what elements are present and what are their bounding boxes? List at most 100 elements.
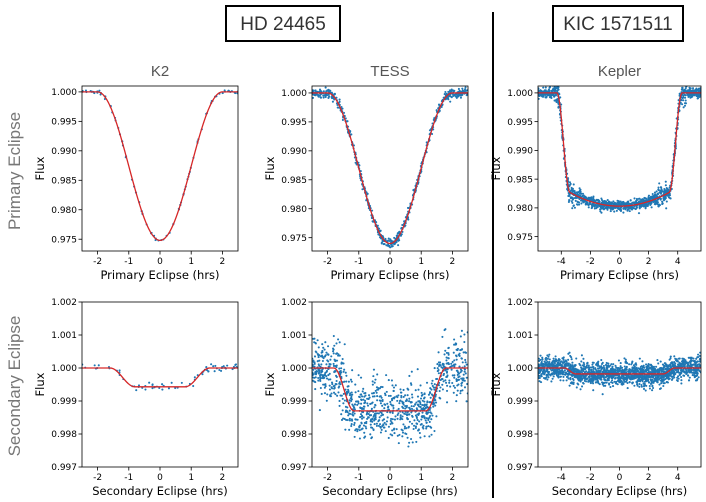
- data-point: [377, 424, 380, 427]
- data-point: [408, 441, 411, 444]
- data-point: [658, 182, 661, 185]
- data-point: [640, 383, 643, 387]
- data-point: [561, 369, 564, 372]
- data-point: [628, 210, 631, 213]
- data-point: [453, 386, 457, 389]
- data-point: [426, 405, 429, 408]
- data-point: [591, 378, 594, 381]
- data-point: [640, 376, 643, 379]
- data-point: [456, 384, 459, 387]
- data-point: [338, 382, 341, 385]
- data-point: [622, 369, 625, 372]
- data-point: [379, 426, 382, 429]
- data-point: [344, 428, 347, 431]
- data-point: [463, 365, 466, 368]
- data-point: [330, 381, 334, 384]
- data-point: [382, 243, 385, 246]
- data-point: [318, 370, 321, 373]
- data-point: [389, 433, 392, 436]
- data-point: [393, 242, 396, 245]
- data-point: [606, 366, 609, 369]
- data-point: [664, 184, 667, 187]
- x-tick-label: -2: [586, 257, 595, 267]
- panel-title: K2: [151, 63, 169, 80]
- data-point: [391, 429, 394, 432]
- data-point: [665, 207, 668, 210]
- data-point: [353, 408, 356, 411]
- data-point: [370, 426, 373, 429]
- x-axis-label: Primary Eclipse (hrs): [100, 268, 219, 282]
- data-point: [411, 396, 414, 399]
- y-tick-label: 0.990: [281, 147, 307, 157]
- data-point: [683, 93, 686, 96]
- data-point: [450, 89, 453, 92]
- data-point: [597, 198, 600, 201]
- data-point: [540, 94, 543, 97]
- data-point: [576, 368, 579, 371]
- y-tick-label: 1.002: [281, 298, 307, 308]
- data-point: [402, 395, 405, 398]
- x-tick-label: 4: [675, 257, 681, 267]
- data-point: [439, 397, 442, 400]
- data-point: [548, 89, 551, 92]
- data-point: [602, 207, 605, 210]
- data-point: [366, 402, 369, 405]
- data-point: [378, 395, 381, 398]
- data-point: [669, 365, 672, 368]
- data-point: [602, 364, 605, 367]
- data-point: [384, 430, 387, 433]
- data-point: [635, 197, 638, 201]
- data-point: [591, 371, 594, 374]
- x-tick-label: 2: [220, 257, 226, 267]
- data-point: [361, 390, 364, 393]
- data-point: [564, 360, 568, 363]
- y-tick-label: 1.002: [51, 298, 77, 308]
- data-point: [544, 363, 547, 366]
- data-point: [592, 367, 595, 370]
- data-point: [698, 360, 701, 363]
- data-point: [579, 388, 582, 391]
- data-point: [351, 411, 354, 414]
- data-point: [430, 382, 433, 385]
- data-point: [319, 378, 322, 381]
- data-point: [688, 379, 691, 382]
- data-point: [425, 403, 428, 406]
- data-point: [604, 384, 607, 387]
- data-point: [351, 413, 354, 416]
- data-point: [609, 210, 612, 213]
- data-point: [338, 404, 341, 407]
- data-point: [406, 414, 409, 417]
- data-point: [366, 417, 369, 420]
- data-point: [680, 382, 683, 385]
- data-point: [566, 364, 569, 367]
- data-point: [341, 118, 344, 122]
- data-point: [557, 88, 560, 91]
- data-point: [407, 425, 410, 428]
- data-point: [659, 192, 663, 195]
- data-point: [650, 382, 653, 385]
- data-point: [353, 412, 356, 415]
- data-point: [613, 210, 616, 213]
- data-point: [415, 422, 418, 425]
- data-point: [405, 432, 408, 436]
- data-point: [401, 411, 404, 414]
- data-point: [680, 88, 683, 91]
- data-point: [651, 378, 654, 381]
- data-point: [456, 369, 459, 372]
- y-tick-label: 0.975: [507, 233, 533, 243]
- data-point: [314, 381, 317, 384]
- data-point: [623, 380, 626, 383]
- data-point: [682, 89, 685, 92]
- data-point: [605, 375, 608, 378]
- data-point: [374, 412, 378, 415]
- data-point: [396, 434, 399, 437]
- data-point: [631, 360, 634, 363]
- x-tick-label: -2: [323, 257, 332, 267]
- data-point: [443, 353, 446, 356]
- data-point: [347, 380, 350, 383]
- data-point: [613, 201, 616, 204]
- data-point: [697, 93, 701, 96]
- data-point: [619, 379, 622, 382]
- data-point: [685, 86, 688, 88]
- x-tick-label: 0: [387, 473, 393, 483]
